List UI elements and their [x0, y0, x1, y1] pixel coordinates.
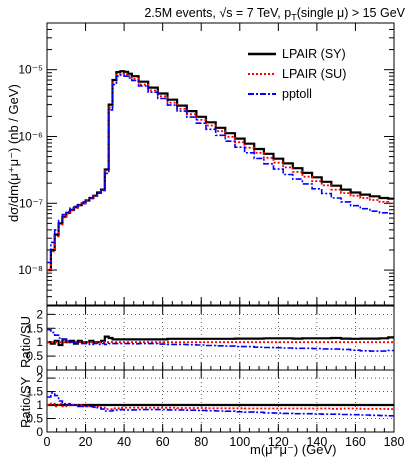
- main-ytick-label: 10⁻⁸: [18, 263, 43, 277]
- main-y-axis-label: dσ/dm(μ⁺μ⁻) (nb / GeV): [6, 84, 21, 222]
- ratio_sy-series-pptoll: [47, 392, 394, 417]
- legend-swatch-sy: [248, 52, 276, 56]
- main-ytick-label: 10⁻⁵: [18, 63, 43, 77]
- ratio_sy-panel: 00.511.52: [26, 369, 395, 439]
- legend-item-su: LPAIR (SU): [248, 64, 346, 84]
- title-text-sub: T: [291, 12, 297, 23]
- ratio-su-y-axis-label: Ratio/SU: [18, 315, 33, 368]
- ratio_sy-ytick-label: 2: [36, 371, 43, 385]
- main-panel: 10⁻⁸ 10⁻⁷ 10⁻⁶ 10⁻⁵: [18, 22, 395, 306]
- legend-label-pptoll: pptoll: [282, 87, 312, 101]
- ratio_su-series-lpair-sy: [47, 335, 394, 347]
- x-tick-label: 80: [194, 435, 208, 449]
- ratio_sy-ytick-label: 0.5: [26, 412, 43, 426]
- x-axis-label: m(μ⁺μ⁻) (GeV): [250, 442, 337, 457]
- ratio_su-ytick-label: 1: [36, 335, 43, 349]
- legend-item-sy: LPAIR (SY): [248, 44, 346, 64]
- title-text-post: (single μ) > 15 GeV: [296, 6, 405, 20]
- ratio-sy-y-axis-label: Ratio/SY: [18, 376, 33, 428]
- x-tick-label: 20: [79, 435, 93, 449]
- ratio_su-ytick-label: 0: [36, 363, 43, 377]
- x-tick-label: 40: [117, 435, 131, 449]
- legend-swatch-su: [248, 73, 276, 75]
- chart-title: 2.5M events, √s = 7 TeV, pT(single μ) > …: [120, 6, 405, 23]
- main-series-lpair-su: [47, 72, 394, 271]
- x-tick-label: 180: [384, 435, 405, 449]
- ratio_su-ytick-label: 1.5: [26, 321, 43, 335]
- ratio_su-ytick-label: 2: [36, 307, 43, 321]
- legend: LPAIR (SY) LPAIR (SU) pptoll: [248, 44, 346, 104]
- legend-swatch-pptoll: [248, 93, 276, 95]
- x-tick-label: 160: [345, 435, 366, 449]
- main-ytick-label: 10⁻⁶: [18, 129, 43, 143]
- title-text-pre: 2.5M events, √s = 7 TeV, p: [144, 6, 292, 20]
- x-tick-label: 120: [268, 435, 289, 449]
- ratio_su-ytick-label: 0.5: [26, 349, 43, 363]
- ratio_sy-ytick-label: 0: [36, 425, 43, 439]
- x-tick-label: 100: [229, 435, 250, 449]
- ratio_sy-frame: [46, 369, 395, 433]
- ratio_sy-ytick-label: 1.5: [26, 385, 43, 399]
- ratio_sy-ytick-label: 1: [36, 398, 43, 412]
- x-tick-label: 140: [306, 435, 327, 449]
- ratio_su-series-pptoll: [47, 328, 394, 352]
- legend-label-sy: LPAIR (SY): [282, 47, 346, 61]
- x-tick-label: 60: [156, 435, 170, 449]
- legend-label-su: LPAIR (SU): [282, 67, 347, 81]
- legend-item-pptoll: pptoll: [248, 84, 346, 104]
- x-tick-label: 0: [44, 435, 51, 449]
- ratio_su-panel: 00.511.52: [26, 305, 395, 377]
- main-ytick-label: 10⁻⁷: [19, 196, 43, 210]
